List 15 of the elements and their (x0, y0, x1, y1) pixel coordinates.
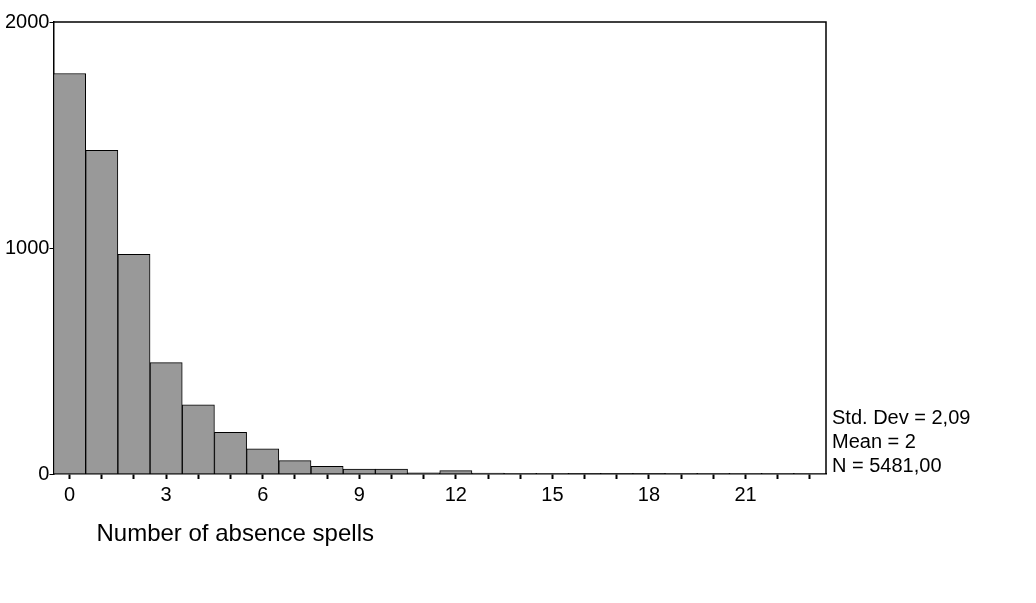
x-tick-label: 21 (734, 482, 757, 505)
text: Mean = 2 (832, 430, 916, 452)
x-tick-label: 12 (444, 482, 467, 505)
x-axis-title: Number of absence spells (96, 519, 374, 546)
y-tick-label: 1000 (4, 235, 50, 258)
text: N = 5481,00 (832, 454, 942, 476)
x-tick-label: 3 (160, 482, 172, 505)
text: Std. Dev = 2,09 (832, 406, 971, 428)
x-tick-label: 15 (541, 482, 564, 505)
x-tick-label: 9 (353, 482, 365, 505)
x-tick-label: 0 (64, 482, 76, 505)
y-tick-label: 2000 (4, 9, 50, 32)
x-tick-label: 18 (637, 482, 661, 505)
x-tick-label: 6 (257, 482, 269, 505)
y-tick-label: 0 (38, 461, 50, 484)
